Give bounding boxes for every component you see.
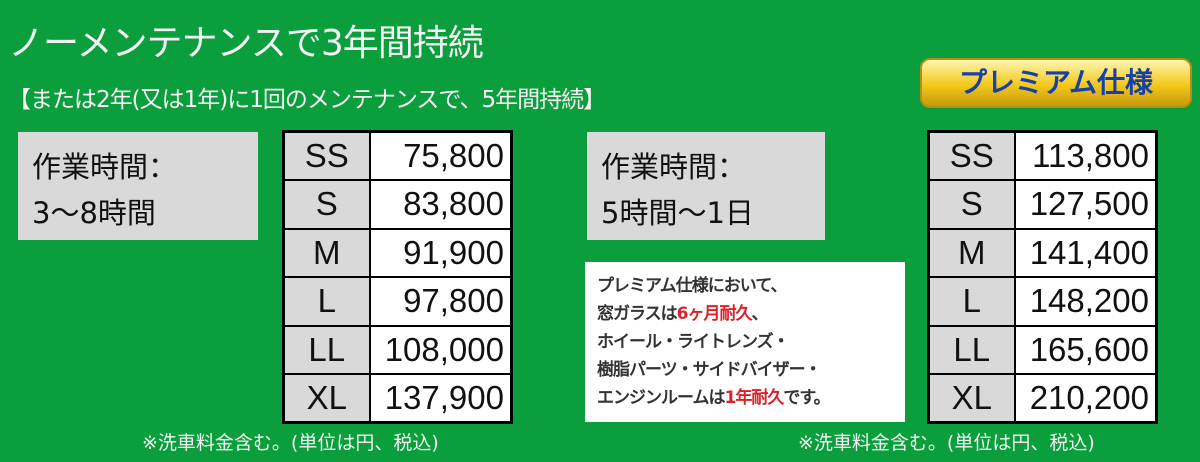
standard-work-time: 作業時間： 3〜8時間 [18, 132, 258, 240]
note-text: エンジンルームは [597, 388, 725, 408]
price-cell: 75,800 [368, 130, 513, 181]
price-row: S 83,800 [282, 179, 513, 230]
note-line: 樹脂パーツ・サイドバイザー・ [597, 360, 822, 380]
price-cell: 113,800 [1013, 130, 1158, 181]
standard-price-table: SS 75,800 S 83,800 M 91,900 L 97,800 LL 108,000 XL… [282, 130, 513, 424]
note-line: エンジンルームは1年耐久です。 [597, 384, 893, 412]
size-cell: S [282, 179, 371, 230]
price-cell: 210,200 [1013, 373, 1158, 424]
price-row: L 148,200 [927, 276, 1158, 327]
page-title: ノーメンテナンスで3年間持続 [8, 23, 484, 64]
price-cell: 83,800 [368, 179, 513, 230]
price-cell: 127,500 [1013, 179, 1158, 230]
price-cell: 165,600 [1013, 324, 1158, 375]
price-cell: 148,200 [1013, 276, 1158, 327]
price-row: LL 165,600 [927, 324, 1158, 375]
premium-note: プレミアム仕様において、 窓ガラスは6ヶ月耐久、 ホイール・ライトレンズ・ 樹脂… [585, 262, 905, 422]
work-time-label: 作業時間： [601, 150, 747, 184]
size-cell: LL [927, 324, 1016, 375]
size-cell: M [927, 227, 1016, 278]
price-row: M 91,900 [282, 227, 513, 278]
price-row: SS 113,800 [927, 130, 1158, 181]
size-cell: XL [282, 373, 371, 424]
note-line: プレミアム仕様において、 [597, 276, 787, 296]
note-highlight: 6ヶ月耐久 [676, 304, 753, 324]
price-cell: 97,800 [368, 276, 513, 327]
size-cell: S [927, 179, 1016, 230]
note-line: 窓ガラスは6ヶ月耐久、 [597, 300, 893, 328]
price-row: L 97,800 [282, 276, 513, 327]
size-cell: L [282, 276, 371, 327]
price-row: M 141,400 [927, 227, 1158, 278]
price-row: LL 108,000 [282, 324, 513, 375]
work-time-value: 3〜8時間 [32, 196, 156, 230]
note-text: 窓ガラスは [597, 304, 678, 324]
price-row: S 127,500 [927, 179, 1158, 230]
note-text: 、 [751, 304, 769, 324]
size-cell: L [927, 276, 1016, 327]
price-cell: 141,400 [1013, 227, 1158, 278]
size-cell: LL [282, 324, 371, 375]
price-cell: 91,900 [368, 227, 513, 278]
size-cell: SS [282, 130, 371, 181]
note-text: です。 [783, 388, 830, 408]
work-time-value: 5時間〜1日 [601, 196, 754, 230]
size-cell: M [282, 227, 371, 278]
premium-footnote: ※洗車料金含む。(単位は円、税込) [798, 432, 1095, 454]
price-cell: 108,000 [368, 324, 513, 375]
premium-work-time: 作業時間： 5時間〜1日 [587, 132, 825, 240]
note-highlight: 1年耐久 [724, 388, 785, 408]
premium-price-table: SS 113,800 S 127,500 M 141,400 L 148,200 LL 165,6… [927, 130, 1158, 424]
price-row: SS 75,800 [282, 130, 513, 181]
price-row: XL 137,900 [282, 373, 513, 424]
price-row: XL 210,200 [927, 373, 1158, 424]
size-cell: SS [927, 130, 1016, 181]
standard-footnote: ※洗車料金含む。(単位は円、税込) [142, 432, 439, 454]
note-line: ホイール・ライトレンズ・ [597, 332, 790, 352]
page-subtitle: 【または2年(又は1年)に1回のメンテナンスで、5年間持続】 [8, 87, 606, 113]
work-time-label: 作業時間： [32, 150, 178, 184]
premium-badge: プレミアム仕様 [920, 58, 1192, 108]
size-cell: XL [927, 373, 1016, 424]
price-cell: 137,900 [368, 373, 513, 424]
